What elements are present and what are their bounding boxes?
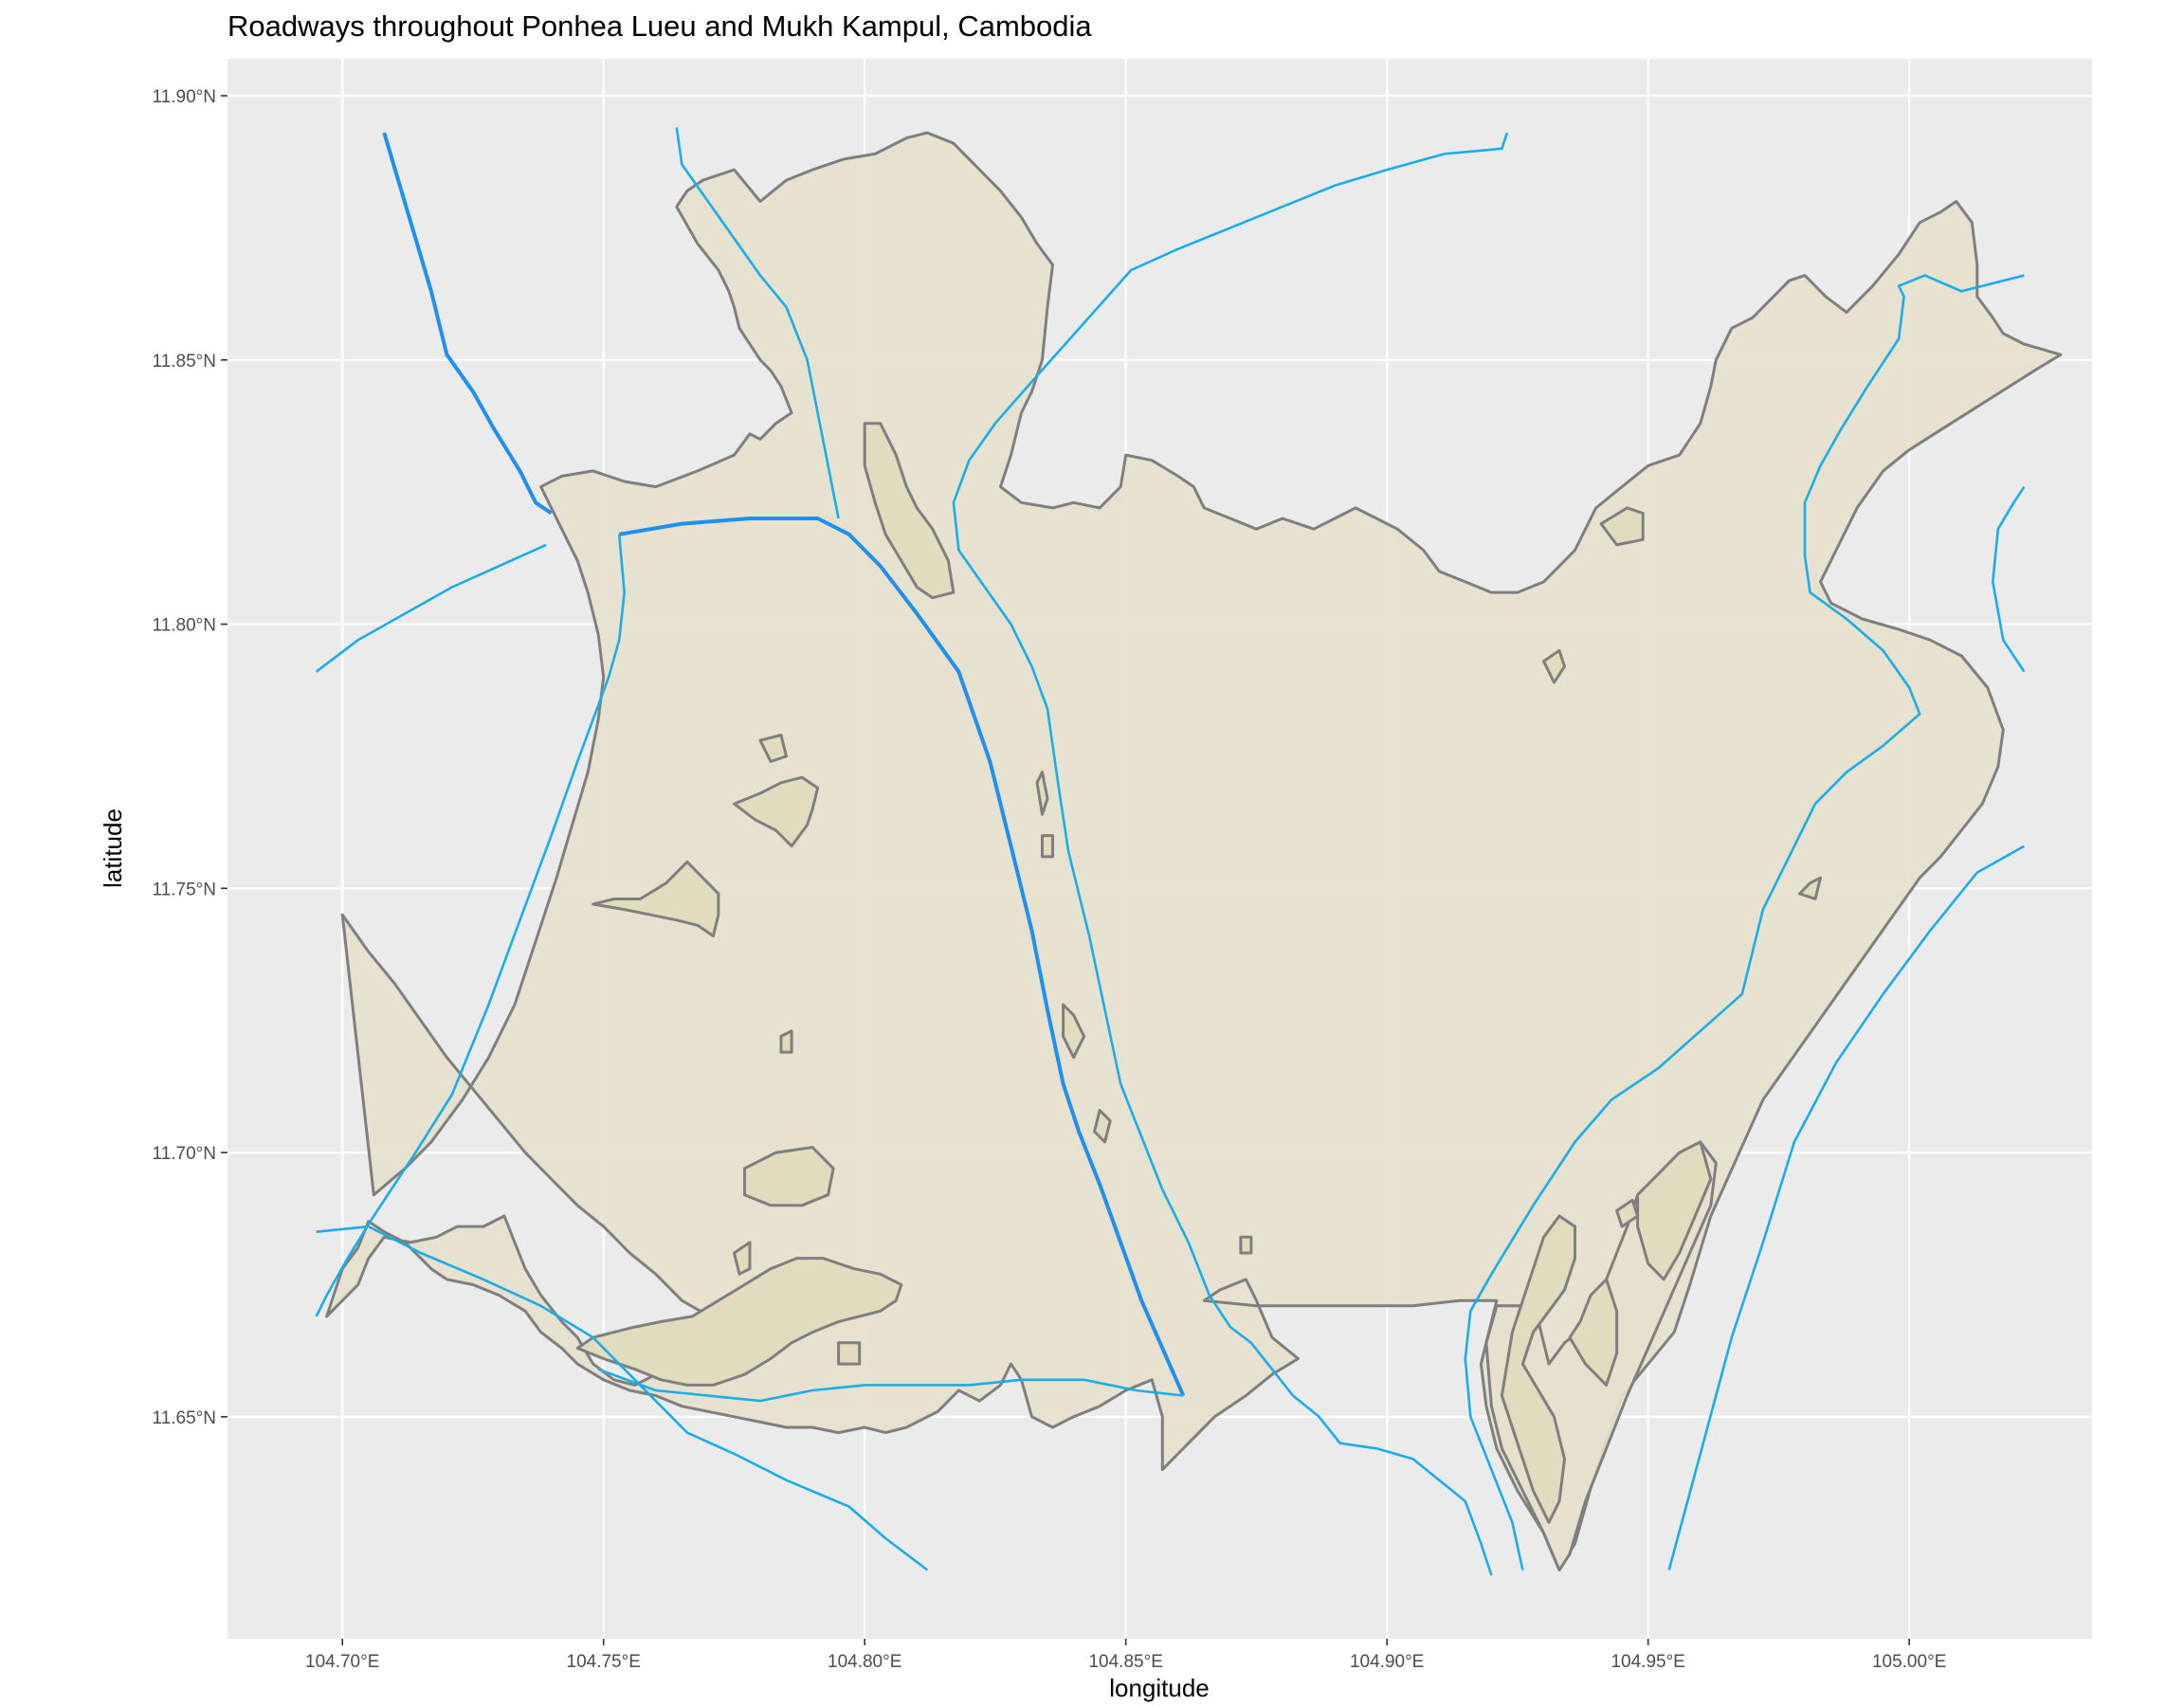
island-polygon <box>1542 648 1566 684</box>
road-major <box>382 132 553 516</box>
island-polygon <box>863 422 956 600</box>
x-axis-ticks: 104.70°E 104.75°E 104.80°E 104.85°E 104.90°E… <box>305 1639 1946 1672</box>
island-polygon <box>1500 1214 1576 1524</box>
page-title: Roadways throughout Ponhea Lueu and Mukh… <box>228 9 1092 43</box>
island-polygon <box>1636 1140 1713 1281</box>
x-tick-label: 105.00°E <box>1872 1652 1946 1672</box>
island-polygon <box>779 1029 793 1054</box>
x-tick-label: 104.70°E <box>305 1652 379 1672</box>
island-polygon <box>1239 1235 1253 1255</box>
road-minor <box>315 543 547 673</box>
x-tick-label: 104.90°E <box>1350 1652 1424 1672</box>
island-polygon <box>1599 506 1645 547</box>
x-tick-label: 104.75°E <box>567 1652 641 1672</box>
road-minor <box>1667 844 2026 1570</box>
island-polygon <box>1798 876 1822 900</box>
y-tick-label: 11.90°N <box>153 87 216 107</box>
road-minor <box>597 1368 1184 1403</box>
island-polygon <box>758 734 788 763</box>
y-axis-title: latitude <box>99 808 127 888</box>
road-minor <box>952 132 1509 1576</box>
island-polygon <box>1062 1003 1086 1060</box>
island-polygon <box>1041 834 1054 859</box>
island-polygon <box>575 1257 903 1387</box>
island-polygon <box>1093 1109 1112 1144</box>
y-tick-label: 11.75°N <box>153 880 216 899</box>
y-tick-label: 11.65°N <box>153 1408 216 1428</box>
x-axis-title: longitude <box>1109 1674 1210 1702</box>
island-polygon <box>837 1341 862 1366</box>
road-major <box>618 517 1186 1397</box>
y-tick-label: 11.80°N <box>153 616 216 636</box>
island-polygon <box>733 1241 752 1276</box>
river-islands <box>575 422 1822 1524</box>
y-axis-ticks: 11.65°N 11.70°N 11.75°N 11.80°N 11.85°N 11.90… <box>153 87 228 1428</box>
x-tick-label: 104.85°E <box>1088 1652 1162 1672</box>
island-polygon <box>592 860 720 937</box>
road-minor <box>675 127 840 519</box>
x-tick-label: 104.95°E <box>1611 1652 1684 1672</box>
island-polygon <box>743 1146 835 1207</box>
roadways <box>315 127 2026 1576</box>
road-minor <box>1464 274 2025 1570</box>
island-polygon <box>733 775 820 848</box>
road-minor <box>1992 485 2026 673</box>
y-tick-label: 11.85°N <box>153 352 216 372</box>
island-polygon <box>1035 771 1049 816</box>
x-tick-label: 104.80°E <box>828 1652 901 1672</box>
y-tick-label: 11.70°N <box>153 1144 216 1164</box>
island-polygon <box>1568 1278 1619 1387</box>
map-panel <box>228 59 2092 1639</box>
road-minor <box>315 534 627 1317</box>
